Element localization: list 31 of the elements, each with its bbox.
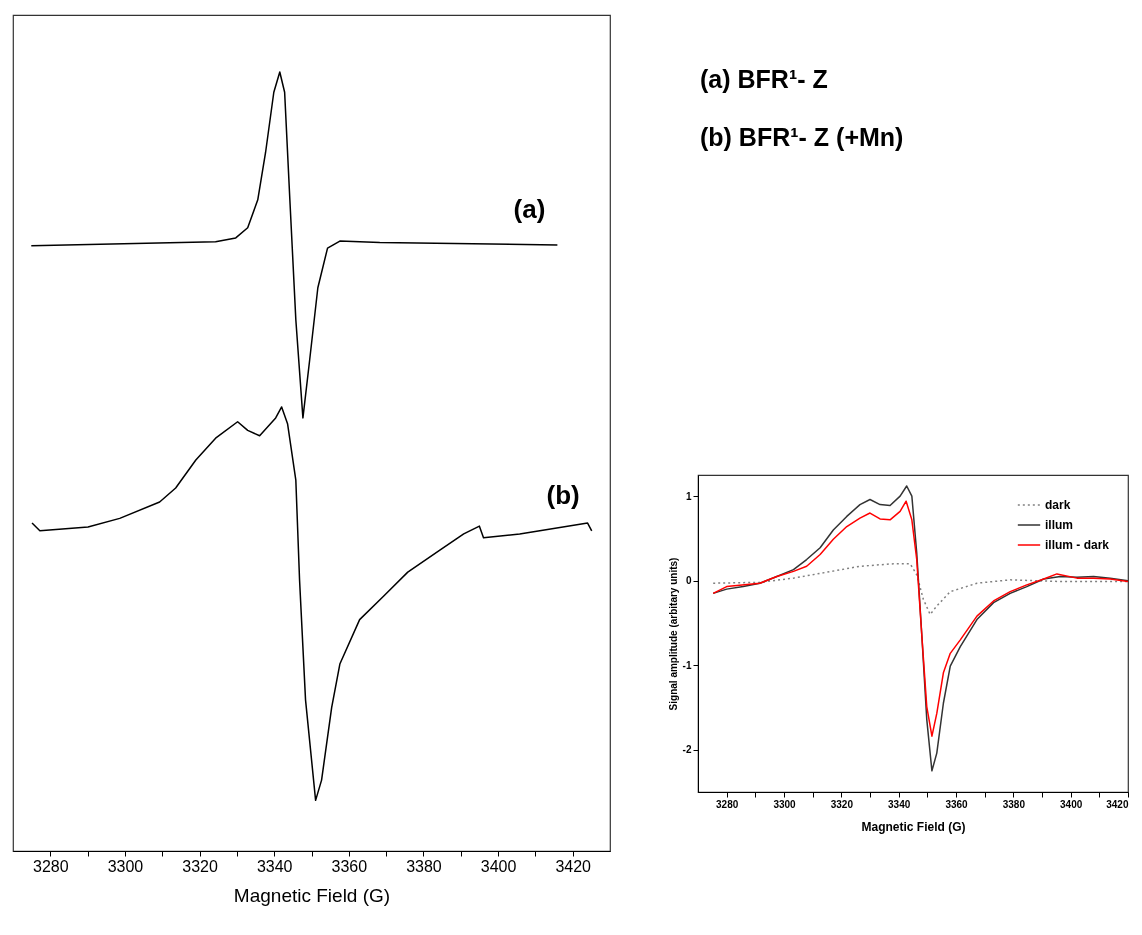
x-axis-title: Magnetic Field (G)	[233, 884, 391, 906]
x-tick-label: 3280	[33, 857, 69, 875]
x-tick-label: 3300	[773, 798, 797, 810]
x-tick-label: 3400	[480, 857, 517, 875]
y-axis-title: Signal amplitude (arbitary units)	[667, 557, 679, 711]
y-tick-label: -1	[682, 659, 692, 671]
legend-label: dark	[1045, 498, 1071, 512]
x-tick-label: 3320	[830, 798, 854, 810]
y-tick-label: 0	[685, 575, 692, 587]
text: (a) BFR¹- Z	[700, 65, 828, 94]
x-tick-label: 3380	[1002, 798, 1026, 810]
legend-label: illum	[1045, 518, 1074, 532]
legend-label: illum - dark	[1045, 538, 1110, 552]
x-tick-label: 3360	[945, 798, 969, 810]
x-axis-title: Magnetic Field (G)	[861, 819, 966, 834]
x-tick-label: 3360	[331, 857, 368, 875]
x-tick-label: 3340	[256, 857, 293, 875]
series-label: (a)	[513, 193, 546, 224]
x-tick-label: 3420	[555, 857, 592, 875]
x-tick-label: 3400	[1060, 798, 1083, 810]
x-tick-label: 3380	[406, 857, 442, 875]
y-tick-label: 1	[685, 490, 692, 502]
x-tick-label: 3280	[716, 798, 739, 810]
y-tick-label: -2	[682, 744, 692, 756]
x-tick-label: 3300	[107, 857, 144, 875]
x-tick-label: 3420	[1106, 798, 1129, 810]
line-series	[712, 500, 1128, 737]
x-tick-label: 3320	[182, 857, 218, 875]
series-label: (b)	[546, 479, 580, 510]
x-tick-label: 3340	[888, 798, 911, 810]
text: (b) BFR¹- Z (+Mn)	[700, 123, 904, 152]
